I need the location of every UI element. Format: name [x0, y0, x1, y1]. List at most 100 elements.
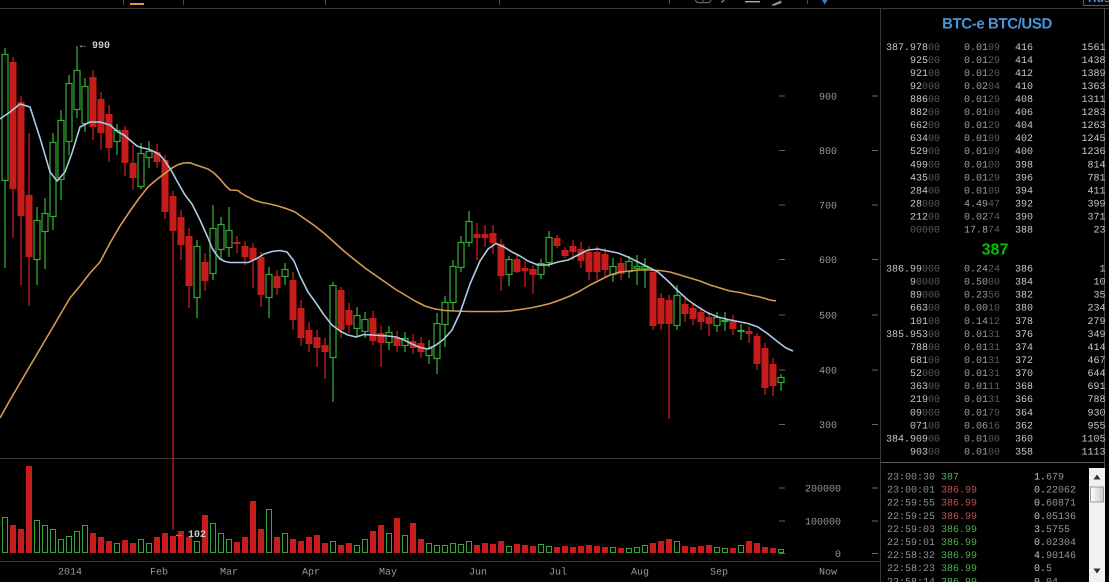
svg-text:22:59:25: 22:59:25	[887, 512, 935, 523]
svg-text:3.5755: 3.5755	[1034, 525, 1070, 536]
svg-text:412: 412	[1015, 69, 1033, 80]
svg-text:378: 378	[1015, 317, 1033, 328]
svg-text:384.90900: 384.90900	[886, 434, 940, 445]
svg-text:22:59:01: 22:59:01	[887, 538, 935, 549]
svg-text:92000: 92000	[910, 82, 940, 93]
svg-text:0.0274: 0.0274	[964, 212, 1000, 223]
svg-text:21200: 21200	[910, 212, 940, 223]
svg-text:1311: 1311	[1081, 95, 1105, 106]
svg-text:400: 400	[1015, 147, 1033, 158]
svg-text:0.0100: 0.0100	[964, 434, 1000, 445]
svg-text:0.0131: 0.0131	[964, 330, 1000, 341]
svg-text:392: 392	[1015, 199, 1033, 210]
svg-text:09000: 09000	[910, 408, 940, 419]
svg-text:0.0111: 0.0111	[964, 382, 1000, 393]
svg-text:Feb: Feb	[150, 567, 168, 579]
svg-text:0.0109: 0.0109	[964, 43, 1000, 54]
svg-text:0.0109: 0.0109	[964, 186, 1000, 197]
svg-text:88200: 88200	[910, 108, 940, 119]
svg-text:← 990: ← 990	[80, 41, 110, 52]
svg-text:386.99: 386.99	[941, 564, 977, 575]
svg-text:374: 374	[1015, 343, 1033, 354]
svg-text:368: 368	[1015, 382, 1033, 393]
svg-text:0.0131: 0.0131	[964, 356, 1000, 367]
svg-text:408: 408	[1015, 95, 1033, 106]
svg-text:0.2424: 0.2424	[964, 265, 1000, 276]
svg-text:0.02304: 0.02304	[1034, 538, 1076, 549]
svg-text:386.99: 386.99	[941, 525, 977, 536]
svg-text:49900: 49900	[910, 160, 940, 171]
svg-text:23:00:01: 23:00:01	[887, 486, 935, 497]
svg-text:Aug: Aug	[631, 568, 649, 579]
svg-text:400: 400	[819, 367, 837, 378]
svg-text:386.99: 386.99	[941, 499, 977, 510]
svg-text:0.0131: 0.0131	[964, 343, 1000, 354]
svg-text:← 102: ← 102	[176, 530, 206, 541]
svg-text:0.0131: 0.0131	[964, 395, 1000, 406]
svg-text:89000: 89000	[910, 291, 940, 302]
svg-text:0.0129: 0.0129	[964, 56, 1000, 67]
svg-text:BTC-e BTC/USD: BTC-e BTC/USD	[942, 16, 1052, 33]
svg-text:4.90146: 4.90146	[1034, 551, 1076, 562]
svg-text:390: 390	[1015, 212, 1033, 223]
svg-text:781: 781	[1087, 173, 1105, 184]
svg-text:376: 376	[1015, 330, 1033, 341]
svg-text:234: 234	[1087, 304, 1105, 315]
svg-text:0.0100: 0.0100	[964, 108, 1000, 119]
svg-text:372: 372	[1015, 356, 1033, 367]
svg-text:384: 384	[1015, 278, 1033, 289]
svg-text:23:00:30: 23:00:30	[887, 473, 935, 484]
svg-text:78800: 78800	[910, 343, 940, 354]
svg-text:Sep: Sep	[710, 568, 728, 579]
svg-text:22:58:14: 22:58:14	[887, 577, 935, 582]
svg-text:349: 349	[1087, 330, 1105, 341]
svg-text:644: 644	[1087, 369, 1105, 380]
svg-text:200000: 200000	[805, 485, 841, 496]
svg-text:386.99: 386.99	[941, 486, 977, 497]
svg-text:386.99: 386.99	[941, 512, 977, 523]
svg-text:1561: 1561	[1081, 43, 1105, 54]
svg-text:396: 396	[1015, 173, 1033, 184]
svg-text:386.99: 386.99	[941, 577, 977, 582]
svg-text:22:59:03: 22:59:03	[887, 525, 935, 536]
svg-text:Now: Now	[819, 568, 837, 579]
svg-text:0.60871: 0.60871	[1034, 499, 1076, 510]
svg-text:88600: 88600	[910, 95, 940, 106]
svg-text:23: 23	[1093, 225, 1105, 236]
svg-text:800: 800	[819, 147, 837, 158]
svg-text:28000: 28000	[910, 199, 940, 210]
svg-text:0.0100: 0.0100	[964, 447, 1000, 458]
svg-text:380: 380	[1015, 304, 1033, 315]
svg-text:May: May	[379, 568, 397, 579]
svg-text:387: 387	[941, 473, 959, 484]
svg-text:1389: 1389	[1081, 69, 1105, 80]
svg-text:1105: 1105	[1081, 434, 1105, 445]
svg-text:0.0129: 0.0129	[964, 95, 1000, 106]
svg-text:382: 382	[1015, 291, 1033, 302]
svg-text:387.97800: 387.97800	[886, 43, 940, 54]
svg-text:100000: 100000	[805, 518, 841, 529]
svg-text:788: 788	[1087, 395, 1105, 406]
svg-text:68100: 68100	[910, 356, 940, 367]
svg-text:467: 467	[1087, 356, 1105, 367]
svg-text:0.0131: 0.0131	[964, 369, 1000, 380]
svg-text:1: 1	[1099, 265, 1105, 276]
svg-text:500: 500	[819, 312, 837, 323]
svg-text:0.0616: 0.0616	[964, 421, 1000, 432]
svg-text:0: 0	[835, 550, 841, 561]
svg-text:0.1412: 0.1412	[964, 317, 1000, 328]
svg-text:0.2356: 0.2356	[964, 291, 1000, 302]
svg-text:22:58:32: 22:58:32	[887, 551, 935, 562]
svg-text:28400: 28400	[910, 186, 940, 197]
svg-text:22:58:23: 22:58:23	[887, 564, 935, 575]
svg-text:Jun: Jun	[469, 568, 487, 579]
svg-text:90000: 90000	[910, 278, 940, 289]
svg-text:63400: 63400	[910, 134, 940, 145]
svg-text:Rus: Rus	[1088, 0, 1109, 5]
svg-text:402: 402	[1015, 134, 1033, 145]
svg-text:92100: 92100	[910, 69, 940, 80]
svg-text:1283: 1283	[1081, 108, 1105, 119]
svg-text:404: 404	[1015, 121, 1033, 132]
svg-text:394: 394	[1015, 186, 1033, 197]
svg-text:358: 358	[1015, 447, 1033, 458]
